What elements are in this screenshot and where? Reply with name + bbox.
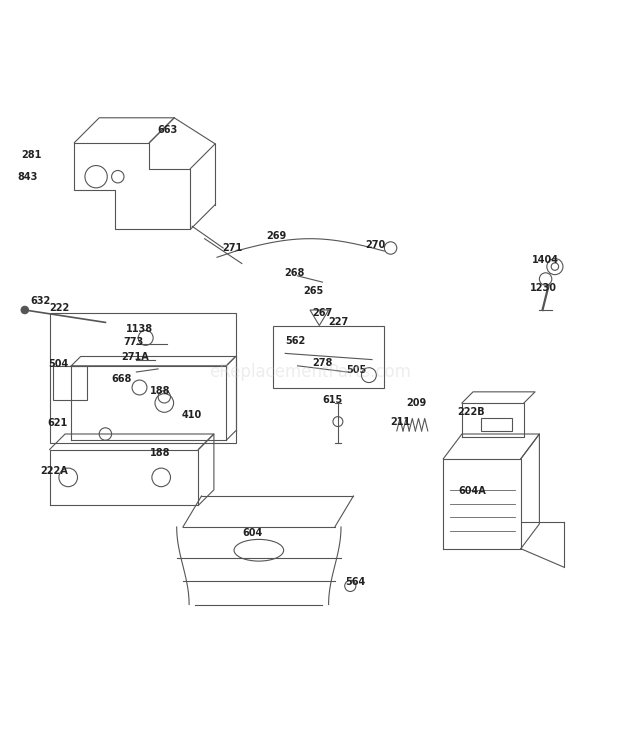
Text: 222A: 222A <box>41 466 68 476</box>
Text: 265: 265 <box>303 286 323 296</box>
Text: 615: 615 <box>323 395 343 405</box>
Text: 222: 222 <box>49 303 69 313</box>
Text: 604: 604 <box>243 528 263 538</box>
Text: 267: 267 <box>312 308 332 318</box>
Text: 209: 209 <box>407 398 427 408</box>
Text: 222B: 222B <box>458 407 485 417</box>
Circle shape <box>21 307 29 314</box>
Text: 268: 268 <box>285 268 304 278</box>
Bar <box>480 418 511 431</box>
Text: 227: 227 <box>328 317 348 327</box>
Text: 271: 271 <box>223 243 242 253</box>
Text: 663: 663 <box>157 125 177 135</box>
Bar <box>53 366 87 400</box>
Text: 281: 281 <box>21 150 41 160</box>
Text: 270: 270 <box>365 240 385 250</box>
Text: 188: 188 <box>149 385 170 396</box>
Text: 604A: 604A <box>459 486 486 496</box>
Text: 1230: 1230 <box>530 283 557 293</box>
Text: eReplacementParts.com: eReplacementParts.com <box>209 363 411 381</box>
Text: 504: 504 <box>48 359 68 369</box>
Bar <box>50 313 236 443</box>
Text: 410: 410 <box>182 411 202 420</box>
Text: 843: 843 <box>18 172 38 182</box>
Bar <box>273 326 384 388</box>
Text: 668: 668 <box>112 374 131 385</box>
Text: 188: 188 <box>149 448 170 458</box>
Text: 1404: 1404 <box>532 255 559 266</box>
Text: 632: 632 <box>30 295 50 306</box>
Text: 1138: 1138 <box>126 324 153 333</box>
Text: 505: 505 <box>347 365 366 375</box>
Text: 278: 278 <box>312 359 332 368</box>
Text: 773: 773 <box>123 337 143 347</box>
Text: 562: 562 <box>285 336 305 346</box>
Text: 621: 621 <box>47 418 67 428</box>
Text: 211: 211 <box>390 417 410 426</box>
Text: 564: 564 <box>345 577 365 586</box>
Text: 269: 269 <box>266 231 286 240</box>
Text: 271A: 271A <box>122 352 149 362</box>
